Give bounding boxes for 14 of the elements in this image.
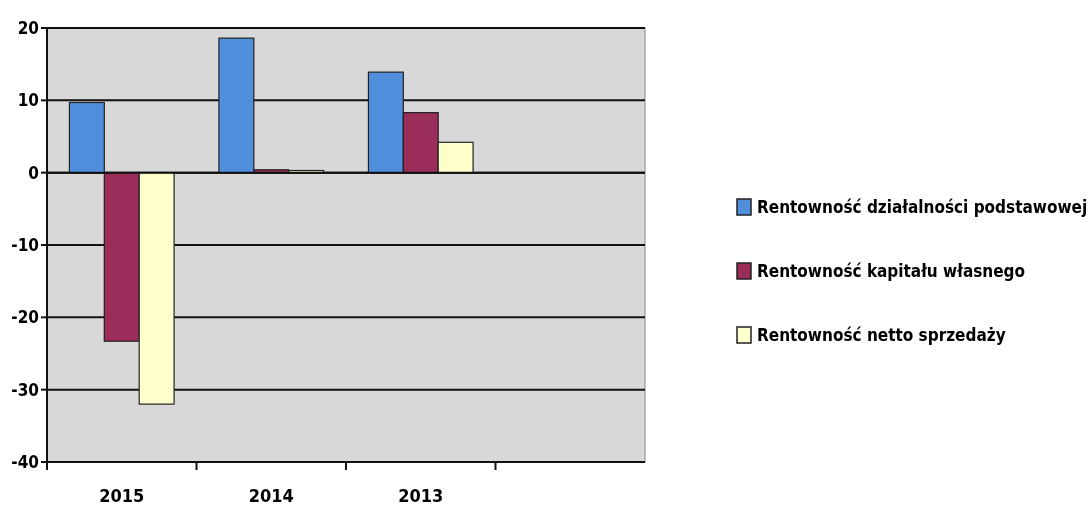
y-tick-label: 10	[17, 90, 39, 111]
legend-label: Rentowność działalności podstawowej	[757, 196, 1088, 217]
y-tick-label: 0	[28, 162, 39, 183]
legend-label: Rentowność kapitału własnego	[757, 260, 1026, 281]
legend-label: Rentowność netto sprzedaży	[757, 324, 1006, 345]
y-tick-label: 20	[17, 17, 39, 38]
bar	[68, 101, 105, 174]
y-tick-label: -10	[11, 234, 39, 255]
x-tick-label: 2013	[398, 485, 444, 506]
y-tick-label: -40	[11, 451, 39, 472]
y-tick-label: -20	[11, 307, 39, 328]
x-tick-label: 2014	[248, 485, 294, 506]
y-tick-label: -30	[11, 379, 39, 400]
x-tick-label: 2015	[99, 485, 145, 506]
